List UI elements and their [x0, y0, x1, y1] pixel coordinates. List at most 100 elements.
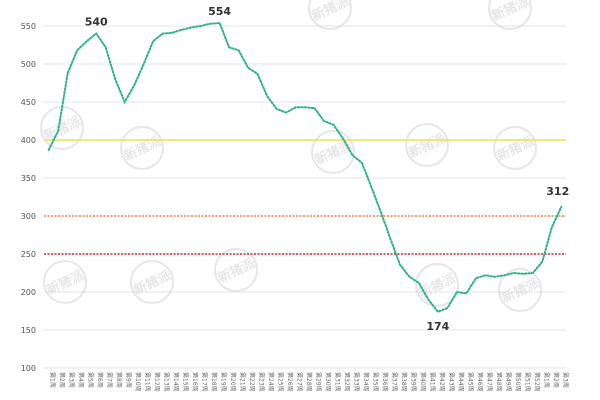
watermark-text: 新猪派: [494, 133, 537, 164]
watermark: 新猪派: [493, 126, 537, 170]
data-point: [427, 299, 429, 301]
data-point: [124, 101, 126, 103]
watermark-text: 新猪派: [215, 255, 258, 286]
x-tick-label: 第42周: [438, 372, 446, 392]
y-tick-label: 300: [21, 212, 36, 221]
x-tick-label: 第20周: [229, 372, 237, 392]
data-point: [351, 154, 354, 156]
x-tick-label: 第12周: [153, 372, 161, 392]
data-point: [380, 211, 382, 213]
data-point: [370, 186, 373, 188]
data-point: [133, 84, 135, 86]
x-tick-label: 第29周: [314, 372, 322, 392]
y-tick-label: 200: [21, 288, 36, 297]
watermark-text: 新猪派: [44, 267, 87, 298]
x-tick-label: 第13周: [163, 372, 171, 392]
watermark-text: 新猪派: [416, 270, 459, 301]
data-point: [313, 107, 316, 109]
data-point: [475, 277, 477, 279]
y-axis-ticks: 100 150 200 250 300 350 400 450 500 550: [21, 22, 36, 373]
x-tick-label: 第17周: [201, 372, 209, 392]
data-point: [218, 22, 221, 24]
data-point: [209, 23, 211, 25]
x-tick-label: 第2周: [552, 372, 560, 388]
x-tick-label: 第49周: [504, 372, 512, 392]
x-tick-label: 第35周: [371, 372, 379, 392]
grid-lines: [44, 25, 566, 369]
series-layer: [47, 21, 563, 314]
watermark: 新猪派: [214, 248, 258, 292]
x-tick-label: 第39周: [409, 372, 417, 392]
x-tick-label: 第51周: [523, 372, 531, 392]
data-point: [494, 276, 496, 278]
x-tick-label: 第46周: [476, 372, 484, 392]
data-point: [67, 72, 69, 74]
data-point: [342, 137, 344, 140]
x-tick-label: 第47周: [485, 372, 493, 392]
x-tick-label: 第45周: [466, 372, 474, 392]
data-point: [190, 26, 192, 29]
x-tick-label: 第27周: [296, 372, 304, 392]
x-tick-label: 第2周: [58, 372, 66, 388]
data-point: [551, 226, 553, 228]
x-tick-label: 第3周: [561, 372, 569, 388]
data-point: [237, 49, 240, 51]
data-point: [181, 29, 183, 31]
data-point: [323, 120, 325, 122]
data-point: [57, 130, 59, 132]
x-tick-label: 第8周: [115, 372, 123, 388]
data-point: [389, 238, 392, 240]
x-tick-label: 第34周: [362, 372, 370, 392]
x-tick-label: 第41周: [428, 372, 436, 392]
data-label: 540: [85, 16, 108, 29]
x-tick-label: 第37周: [390, 372, 398, 392]
data-point: [484, 274, 486, 276]
watermark-text: 新猪派: [499, 275, 542, 306]
data-point: [105, 46, 107, 48]
x-tick-label: 第22周: [248, 372, 256, 392]
data-point: [513, 272, 515, 274]
watermark: 新猪派: [130, 260, 174, 304]
x-tick-label: 第44周: [457, 372, 465, 392]
x-tick-label: 第33周: [352, 372, 360, 392]
x-tick-label: 第4周: [77, 372, 85, 388]
watermark: 新猪派: [488, 0, 532, 30]
data-point: [522, 273, 524, 275]
x-tick-label: 第40周: [419, 372, 427, 392]
watermark: 新猪派: [120, 126, 164, 170]
x-tick-label: 第21周: [239, 372, 247, 392]
x-tick-label: 第32周: [343, 372, 351, 392]
x-tick-label: 第11周: [144, 372, 152, 392]
x-tick-label: 第25周: [277, 372, 285, 392]
watermark: 新猪派: [40, 106, 84, 150]
watermark-text: 新猪派: [131, 267, 174, 298]
watermark: 新猪派: [311, 130, 355, 174]
y-tick-label: 400: [21, 136, 36, 145]
x-tick-label: 第7周: [106, 372, 114, 388]
data-point: [532, 272, 534, 274]
watermark-text: 新猪派: [121, 133, 164, 164]
data-point: [86, 40, 88, 42]
x-tick-label: 第1周: [542, 372, 550, 388]
data-point: [437, 311, 439, 313]
x-tick-label: 第19周: [220, 372, 228, 392]
series-line: [47, 21, 563, 314]
x-tick-label: 第36周: [381, 372, 389, 392]
data-point: [256, 73, 259, 75]
x-tick-label: 第48周: [495, 372, 503, 392]
data-point: [228, 46, 230, 48]
watermark-text: 新猪派: [312, 137, 355, 168]
watermark: 新猪派: [43, 260, 87, 304]
data-point: [114, 78, 116, 80]
y-tick-label: 350: [21, 174, 36, 183]
reference-lines: [44, 139, 566, 255]
data-point: [143, 63, 145, 65]
data-point: [304, 106, 306, 108]
x-tick-label: 第6周: [96, 372, 104, 388]
watermark-text: 新猪派: [406, 130, 449, 161]
data-point: [332, 124, 335, 126]
x-tick-label: 第9周: [125, 372, 133, 388]
